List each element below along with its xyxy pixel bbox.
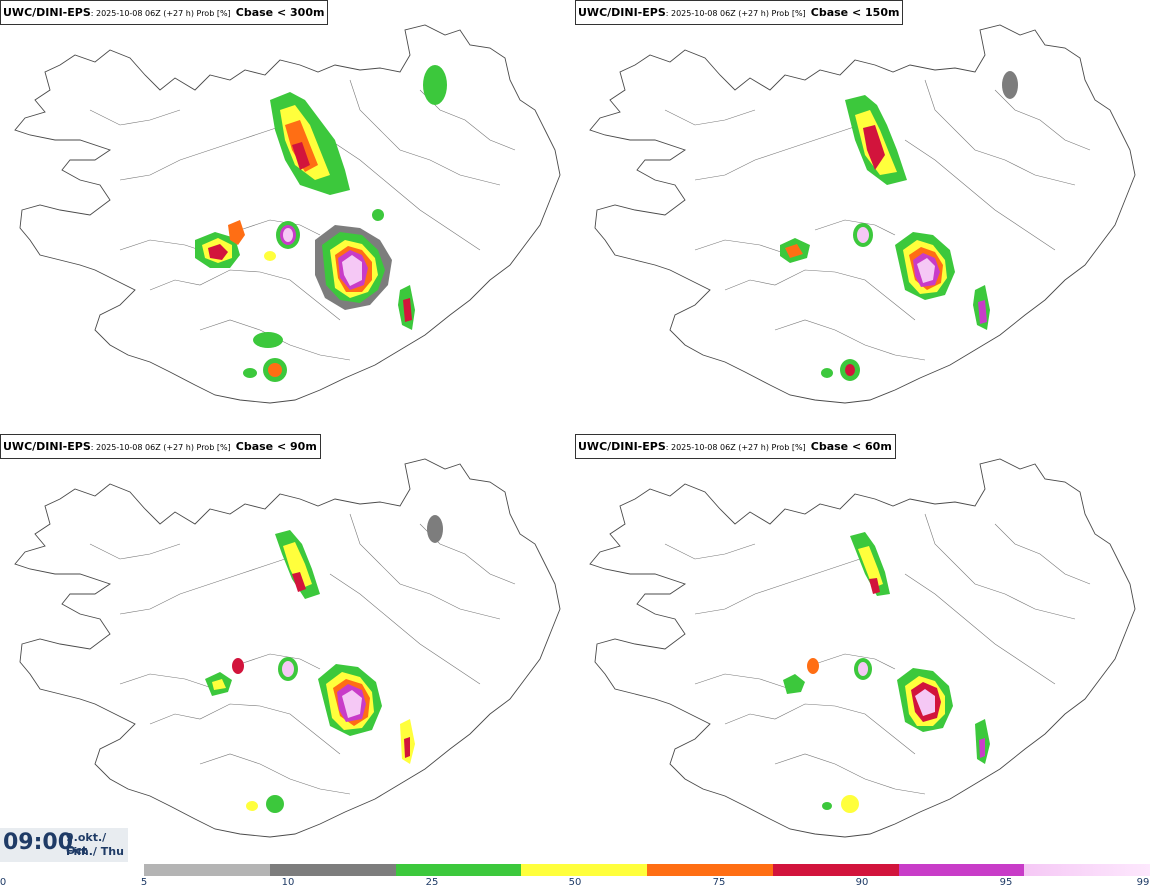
run-info: : 2025-10-08 06Z (+27 h) Prob [%] <box>665 9 806 18</box>
colorbar-segment <box>898 864 1025 876</box>
model-name: UWC/DINI-EPS <box>3 440 91 453</box>
colorbar-segment <box>1024 864 1150 876</box>
colorbar-tick-label: 50 <box>568 877 582 888</box>
colorbar-segment <box>144 864 271 876</box>
model-name: UWC/DINI-EPS <box>3 6 91 19</box>
variable-name: Cbase < 150m <box>810 6 900 19</box>
valid-date: 9.okt./ Oct <box>66 831 107 857</box>
run-info: : 2025-10-08 06Z (+27 h) Prob [%] <box>665 443 806 452</box>
valid-time: 09:00 <box>3 830 74 855</box>
probability-map <box>14 24 561 404</box>
variable-name: Cbase < 60m <box>810 440 892 453</box>
map-panel-cbase-90: UWC/DINI-EPS: 2025-10-08 06Z (+27 h) Pro… <box>0 434 575 862</box>
colorbar-tick-label: 25 <box>425 877 439 888</box>
colorbar-tick-label: 5 <box>140 877 148 888</box>
colorbar-tick-label: 90 <box>855 877 869 888</box>
map-panel-cbase-300: UWC/DINI-EPS: 2025-10-08 06Z (+27 h) Pro… <box>0 0 575 428</box>
colorbar-tick-label: 99 <box>1136 877 1150 888</box>
valid-day: Fim./ Thu <box>66 845 124 858</box>
colorbar-tick-label: 10 <box>281 877 295 888</box>
panel-title: UWC/DINI-EPS: 2025-10-08 06Z (+27 h) Pro… <box>0 0 329 25</box>
variable-name: Cbase < 90m <box>235 440 317 453</box>
panel-title: UWC/DINI-EPS: 2025-10-08 06Z (+27 h) Pro… <box>575 0 904 25</box>
map-panel-cbase-150: UWC/DINI-EPS: 2025-10-08 06Z (+27 h) Pro… <box>575 0 1150 428</box>
colorbar-segment <box>521 864 648 876</box>
colorbar-segment <box>647 864 774 876</box>
probability-map <box>589 24 1136 404</box>
colorbar-tick-label: 75 <box>712 877 726 888</box>
probability-colorbar <box>144 864 1150 876</box>
colorbar-segment <box>772 864 899 876</box>
colorbar-tick-label: 95 <box>999 877 1013 888</box>
colorbar-tick-label: 0 <box>0 877 7 888</box>
colorbar-segment <box>395 864 522 876</box>
probability-map <box>589 458 1136 838</box>
probability-map <box>14 458 561 838</box>
model-name: UWC/DINI-EPS <box>578 6 666 19</box>
valid-time-box: 09:00 9.okt./ Oct Fim./ Thu <box>0 828 128 862</box>
model-name: UWC/DINI-EPS <box>578 440 666 453</box>
map-panel-cbase-60: UWC/DINI-EPS: 2025-10-08 06Z (+27 h) Pro… <box>575 434 1150 862</box>
run-info: : 2025-10-08 06Z (+27 h) Prob [%] <box>90 9 231 18</box>
run-info: : 2025-10-08 06Z (+27 h) Prob [%] <box>90 443 231 452</box>
variable-name: Cbase < 300m <box>235 6 325 19</box>
panel-title: UWC/DINI-EPS: 2025-10-08 06Z (+27 h) Pro… <box>0 434 321 459</box>
panel-title: UWC/DINI-EPS: 2025-10-08 06Z (+27 h) Pro… <box>575 434 896 459</box>
colorbar-segment <box>269 864 396 876</box>
